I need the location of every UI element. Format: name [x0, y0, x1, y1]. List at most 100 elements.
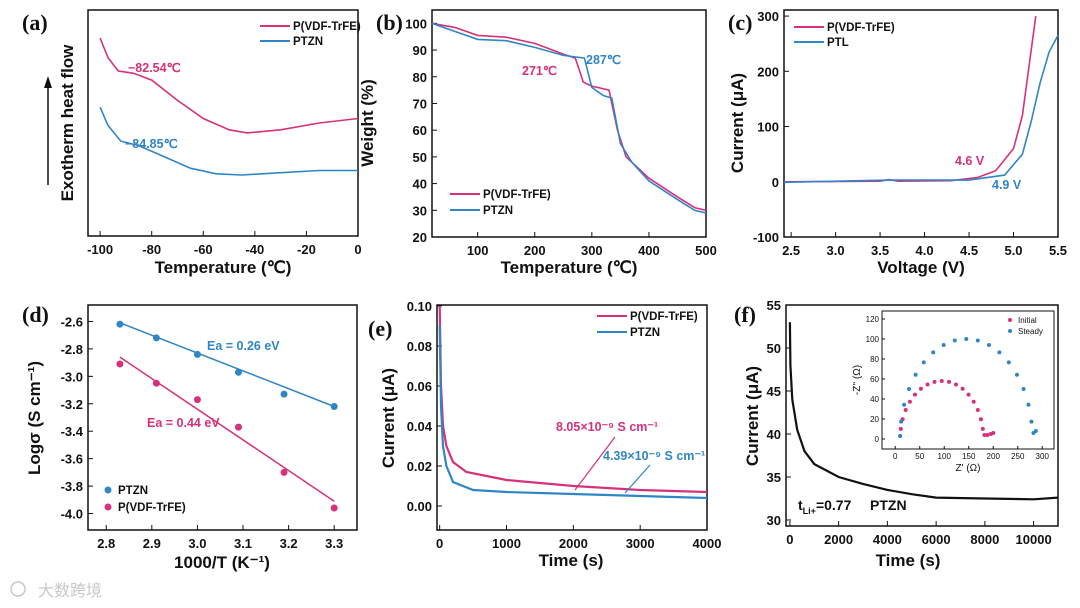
data-point: [941, 343, 946, 347]
y-tick-label: 0.04: [407, 419, 433, 434]
panel-d: (d) 2.8 2.9 3.0 3.1 3.2 3.3 -4.0 -3.8 -3.6 -3.4 -3.…: [22, 302, 358, 572]
y-tick-label: 30: [767, 513, 781, 528]
data-point: [921, 360, 926, 365]
data-point: [964, 337, 969, 341]
data-point: [925, 382, 930, 387]
x-tick-label: 5.5: [1049, 243, 1067, 258]
annotation: 271℃: [522, 64, 557, 78]
x-tick-label: 4000: [873, 532, 902, 547]
annotation: 287℃: [586, 53, 621, 67]
annotation: Ea = 0.26 eV: [207, 339, 280, 353]
data-point: [947, 379, 952, 384]
x-tick-label: 3.2: [280, 536, 298, 551]
data-point: [931, 350, 936, 355]
y-tick-label: 80: [870, 355, 879, 364]
x-tick-label: -100: [87, 242, 113, 257]
data-point: [913, 372, 918, 377]
x-tick-label: 300: [581, 243, 603, 258]
x-tick-label: 4.0: [916, 243, 934, 258]
data-point: [330, 403, 338, 411]
data-point: [954, 382, 959, 387]
data-point: [1033, 429, 1038, 433]
y-tick-label: 300: [757, 9, 779, 24]
panel-letter: (d): [22, 302, 49, 327]
annotation: 4.39×10⁻⁹ S cm⁻¹: [603, 449, 705, 463]
x-tick-label: -60: [194, 242, 213, 257]
data-point: [898, 434, 903, 438]
data-point: [234, 423, 242, 431]
x-axis-label: 1000/T (K⁻¹): [174, 553, 270, 572]
y-tick-label: -3.4: [61, 424, 84, 439]
inset-y-axis-label: -Z'' (Ω): [852, 365, 863, 395]
series-line: [783, 35, 1059, 184]
x-tick-label: 3.5: [871, 243, 889, 258]
data-point: [975, 338, 980, 343]
y-tick-label: 30: [413, 203, 427, 218]
x-tick-label: 2.5: [782, 243, 800, 258]
data-point: [966, 392, 971, 397]
y-axis-label: Current (μA): [379, 368, 398, 468]
y-tick-label: 0.10: [407, 299, 432, 314]
inset-x-axis-label: Z' (Ω): [956, 463, 981, 474]
panel-letter: (b): [376, 10, 403, 35]
data-point: [980, 426, 985, 431]
legend-label: P(VDF-TrFE): [118, 502, 186, 514]
legend-label: P(VDF-TrFE): [483, 189, 551, 201]
data-point: [918, 386, 923, 391]
panel-letter: (e): [368, 316, 392, 341]
data-point: [986, 343, 991, 347]
y-tick-label: 0.02: [407, 459, 432, 474]
x-tick-label: 6000: [922, 532, 951, 547]
x-tick-label: 1000: [492, 536, 521, 551]
y-tick-label: -3.2: [61, 397, 83, 412]
y-axis-label: Exotherm heat flow: [58, 44, 77, 202]
x-tick-label: 4000: [693, 536, 722, 551]
legend-label: PTZN: [483, 205, 513, 217]
legend-label: PTZN: [630, 327, 660, 339]
transference-number-label: tLi+=0.77: [798, 497, 852, 516]
plot-frame: [87, 9, 359, 237]
x-tick-label: 0: [436, 536, 443, 551]
x-tick-label: 3.1: [234, 536, 252, 551]
data-point: [902, 402, 907, 407]
legend-swatch: [104, 503, 112, 511]
legend-label: PTZN: [118, 485, 148, 497]
x-tick-label: 8000: [970, 532, 999, 547]
legend-label: PTZN: [293, 36, 323, 48]
data-point: [912, 392, 917, 397]
data-point: [978, 417, 983, 422]
plot-frame: [785, 304, 1059, 527]
panel-e: (e) 0 1000 2000 3000 4000 0.00 0.02 0.04 0.06 0.08…: [368, 299, 721, 570]
y-tick-label: 90: [413, 43, 427, 58]
y-axis-label: Current (μA): [728, 73, 747, 173]
y-tick-label: -3.0: [61, 369, 83, 384]
data-point: [899, 419, 904, 424]
data-point: [952, 338, 957, 343]
x-tick-label: 400: [638, 243, 660, 258]
x-tick-label: 100: [938, 452, 952, 461]
series-line: [431, 22, 707, 214]
y-tick-label: 100: [405, 16, 427, 31]
t-symbol: t: [798, 497, 803, 513]
y-tick-label: 0: [772, 175, 779, 190]
legend-swatch: [1008, 329, 1012, 333]
panel-letter: (a): [22, 10, 48, 35]
y-tick-label: 50: [413, 150, 427, 165]
y-axis-label: Logσ (S cm⁻¹): [25, 361, 44, 475]
x-tick-label: 4.5: [960, 243, 978, 258]
y-axis-label: Weight (%): [358, 79, 377, 167]
y-tick-label: 50: [767, 341, 781, 356]
series-line: [99, 37, 359, 134]
y-tick-label: 60: [413, 123, 427, 138]
data-point: [193, 350, 201, 358]
data-point: [898, 426, 903, 431]
plot-frame: [881, 310, 1055, 450]
data-point: [116, 320, 124, 328]
annotation: 8.05×10⁻⁹ S cm⁻¹: [556, 420, 658, 434]
annotation: 4.9 V: [992, 178, 1022, 192]
x-tick-label: 300: [1036, 452, 1050, 461]
y-axis-label: Current (μA): [743, 366, 762, 466]
data-point: [907, 399, 912, 404]
data-point: [116, 360, 124, 368]
data-point: [193, 396, 201, 404]
